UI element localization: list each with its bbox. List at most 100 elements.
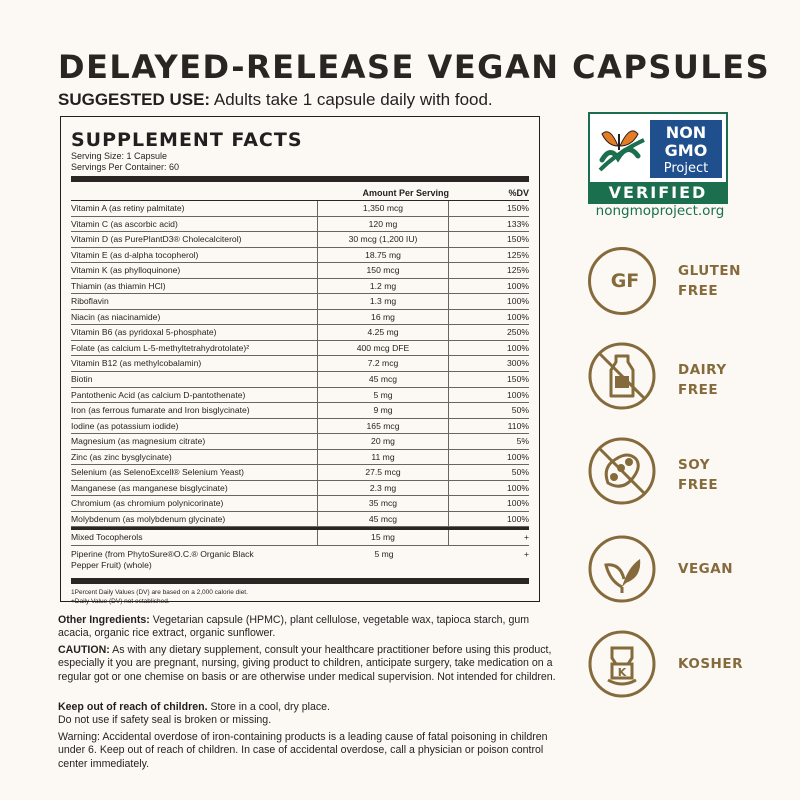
table-row: Vitamin B12 (as methylcobalamin) 7.2 mcg 3… bbox=[71, 356, 529, 373]
soy-line1: SOY bbox=[678, 457, 710, 473]
non-gmo-url: nongmoproject.org bbox=[595, 203, 725, 219]
nutrient-name: Magnesium (as magnesium citrate) bbox=[71, 436, 206, 447]
other-ingredients: Other Ingredients: Vegetarian capsule (H… bbox=[58, 614, 558, 641]
nutrient-amount: 35 mcg bbox=[317, 496, 448, 511]
nutrient-dv: 100% bbox=[448, 340, 529, 356]
servings-per-container: Servings Per Container: 60 bbox=[71, 162, 180, 172]
nutrient-amount: 45 mcg bbox=[317, 372, 448, 387]
table-row: Vitamin K (as phylloquinone) 150 mcg 125% bbox=[71, 263, 529, 279]
nutrient-name: Vitamin K (as phylloquinone) bbox=[71, 265, 181, 276]
table-row: Riboflavin 1.3 mg 100% bbox=[71, 294, 529, 310]
suggested-use-label: SUGGESTED USE: bbox=[58, 90, 211, 109]
nutrient-amount: 27.5 mcg bbox=[317, 465, 448, 480]
nutrient-dv: 100% bbox=[448, 496, 529, 511]
nutrient-amount: 2.3 mg bbox=[317, 480, 448, 496]
table-row: Thiamin (as thiamin HCl) 1.2 mg 100% bbox=[71, 278, 529, 295]
nutrient-dv: 100% bbox=[448, 480, 529, 496]
non-gmo-verified: VERIFIED bbox=[609, 183, 708, 202]
nutrient-name: Iodine (as potassium iodide) bbox=[71, 420, 179, 431]
table-row: Vitamin E (as d-alpha tocopherol) 18.75 m… bbox=[71, 247, 529, 264]
table-row: Niacin (as niacinamide) 16 mg 100% bbox=[71, 309, 529, 326]
nutrient-dv: 100% bbox=[448, 511, 529, 527]
nutrient-amount: 5 mg bbox=[317, 387, 448, 403]
table-row: Magnesium (as magnesium citrate) 20 mg 5% bbox=[71, 434, 529, 450]
dairy-free-label: DAIRY FREE bbox=[678, 360, 727, 400]
kosher-label: KOSHER bbox=[678, 656, 743, 672]
non-gmo-line3: Project bbox=[664, 161, 708, 176]
other-ingredients-text: Vegetarian capsule (HPMC), plant cellulo… bbox=[58, 614, 530, 640]
footnotes: 1Percent Daily Values (DV) are based on … bbox=[71, 588, 529, 606]
warning: Warning: Accidental overdose of iron-con… bbox=[58, 731, 558, 771]
nutrient-amount: 18.75 mg bbox=[317, 247, 448, 263]
footnote-1: 1Percent Daily Values (DV) are based on … bbox=[71, 589, 248, 597]
nutrient-amount: 15 mg bbox=[317, 530, 448, 546]
nutrient-amount: 9 mg bbox=[317, 403, 448, 418]
svg-text:K: K bbox=[618, 666, 627, 679]
gluten-line1: GLUTEN bbox=[678, 263, 741, 279]
nutrient-amount: 120 mg bbox=[317, 216, 448, 232]
table-header: Amount Per Serving %DV bbox=[71, 186, 529, 201]
safety-seal-text: Do not use if safety seal is broken or m… bbox=[58, 714, 272, 727]
non-gmo-verified-logo: NON GMO Project VERIFIED bbox=[588, 112, 728, 204]
nutrient-dv: 50% bbox=[448, 465, 529, 480]
nutrient-dv: 50% bbox=[448, 403, 529, 418]
nutrient-dv: 150% bbox=[448, 372, 529, 387]
nutrient-name: Vitamin A (as retiny palmitate) bbox=[71, 203, 185, 213]
table-row: Vitamin C (as ascorbic acid) 120 mg 133% bbox=[71, 216, 529, 233]
nutrient-dv: 100% bbox=[448, 278, 529, 294]
table-row: Vitamin B6 (as pyridoxal 5-phosphate) 4.2… bbox=[71, 325, 529, 341]
other-ingredients-label: Other Ingredients: bbox=[58, 614, 150, 626]
table-row: Folate (as calcium L-5-methyltetrahydrot… bbox=[71, 340, 529, 357]
footnote-2: +Daily Value (DV) not established. bbox=[71, 598, 170, 606]
heavy-rule bbox=[71, 176, 529, 182]
table-row: Iron (as ferrous fumarate and Iron bisgl… bbox=[71, 403, 529, 419]
nutrient-name: Piperine (from PhytoSure®O.C.® Organic B… bbox=[71, 549, 254, 571]
table-row: Biotin 45 mcg 150% bbox=[71, 372, 529, 388]
nutrient-rows: Vitamin A (as retiny palmitate) 1,350 mcg… bbox=[71, 201, 529, 528]
nutrient-name: Mixed Tocopherols bbox=[71, 532, 143, 543]
warning-text: Warning: Accidental overdose of iron-con… bbox=[58, 731, 548, 770]
soy-line2: FREE bbox=[678, 477, 719, 493]
suggested-use: SUGGESTED USE: Adults take 1 capsule dai… bbox=[58, 90, 493, 110]
keep-out-of-reach: Keep out of reach of children. Store in … bbox=[58, 701, 558, 728]
nutrient-dv: 100% bbox=[448, 294, 529, 309]
nutrient-name: Niacin (as niacinamide) bbox=[71, 311, 161, 322]
nutrient-dv: + bbox=[523, 549, 529, 560]
nutrient-amount: 16 mg bbox=[317, 309, 448, 325]
gluten-free-icon: GF bbox=[588, 247, 656, 315]
nutrient-dv: 125% bbox=[448, 263, 529, 278]
nutrient-amount: 150 mcg bbox=[317, 263, 448, 278]
table-row: Pantothenic Acid (as calcium D-pantothen… bbox=[71, 387, 529, 404]
dairy-line2: FREE bbox=[678, 382, 719, 398]
gluten-line2: FREE bbox=[678, 283, 719, 299]
nutrient-amount: 11 mg bbox=[317, 449, 448, 465]
table-row: Piperine (from PhytoSure®O.C.® Organic B… bbox=[71, 546, 529, 576]
gluten-free-label: GLUTEN FREE bbox=[678, 261, 741, 301]
other-nutrient-rows: Mixed Tocopherols 15 mg + Piperine (from Ph… bbox=[71, 530, 529, 576]
nutrient-name: Chromium (as chromium polynicorinate) bbox=[71, 498, 224, 509]
milk-bottle-crossed-icon bbox=[588, 342, 656, 410]
nutrient-amount: 400 mcg DFE bbox=[317, 340, 448, 356]
nutrient-name: Vitamin B12 (as methylcobalamin) bbox=[71, 358, 202, 369]
nutrient-amount: 5 mg bbox=[374, 549, 394, 560]
dairy-free-badge: DAIRY FREE bbox=[588, 342, 738, 412]
table-row: Mixed Tocopherols 15 mg + bbox=[71, 530, 529, 547]
medium-rule bbox=[71, 527, 529, 531]
non-gmo-line1: NON bbox=[666, 123, 706, 142]
nutrient-dv: 5% bbox=[448, 434, 529, 449]
nutrient-dv: 300% bbox=[448, 356, 529, 372]
non-gmo-line2: GMO bbox=[665, 141, 708, 160]
serving-size: Serving Size: 1 Capsule bbox=[71, 151, 168, 161]
table-row: Vitamin A (as retiny palmitate) 1,350 mcg… bbox=[71, 201, 529, 217]
table-row: Selenium (as SelenoExcell® Selenium Yeas… bbox=[71, 465, 529, 481]
nutrient-amount: 7.2 mcg bbox=[317, 356, 448, 372]
caution: CAUTION: As with any dietary supplement,… bbox=[58, 644, 558, 684]
nutrient-name: Thiamin (as thiamin HCl) bbox=[71, 280, 166, 291]
nutrient-amount: 45 mcg bbox=[317, 511, 448, 527]
header-dv: %DV bbox=[508, 188, 529, 198]
table-row: Iodine (as potassium iodide) 165 mcg 110% bbox=[71, 418, 529, 435]
leaves-icon bbox=[588, 535, 656, 603]
nutrient-dv: 100% bbox=[448, 387, 529, 403]
nutrient-dv: 133% bbox=[448, 216, 529, 232]
nutrient-name: Folate (as calcium L-5-methyltetrahydrot… bbox=[71, 342, 250, 353]
